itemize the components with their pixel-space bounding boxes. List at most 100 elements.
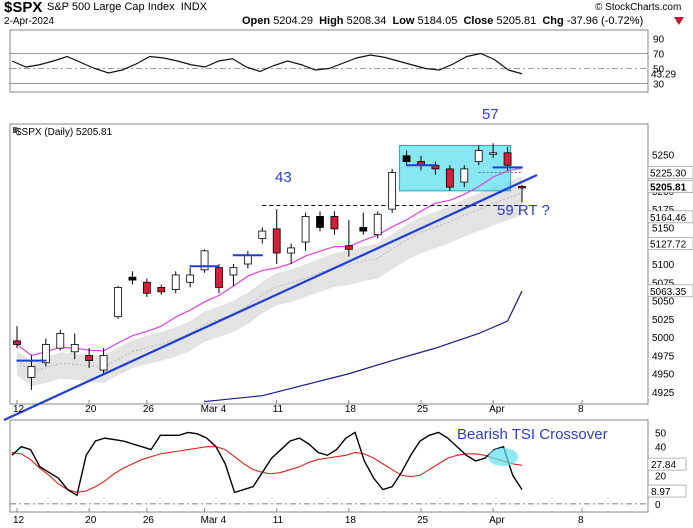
- chg-value: -37.96 (-0.72%): [566, 15, 644, 27]
- candle-body: [474, 150, 483, 162]
- price-right-label-box: [647, 166, 693, 179]
- candle-body: [373, 213, 382, 236]
- osc-panel-frame: [9, 29, 649, 93]
- tsi-x-tick-Mar 4: Mar 4: [201, 515, 227, 526]
- close-value: 5205.81: [496, 15, 537, 27]
- price-x-tick-20: 20: [85, 404, 97, 415]
- price-right-label: 5225.30: [650, 168, 687, 179]
- candle-body: [301, 216, 310, 243]
- candle-body: [344, 245, 353, 250]
- tsi-x-tick-8: 8: [578, 515, 584, 526]
- price-tick-label-4925: 4925: [652, 388, 675, 399]
- annotation-59-rt: 59 RT ?: [497, 202, 550, 219]
- symbol-title: $SPX: [4, 0, 43, 16]
- candle-body: [27, 366, 36, 378]
- close-label: Close: [463, 15, 494, 27]
- candle-body: [128, 276, 137, 281]
- candle-body: [114, 287, 122, 318]
- candle-body: [13, 340, 21, 345]
- price-tick-label-5075: 5075: [652, 278, 675, 289]
- crossover-highlight: [488, 448, 518, 466]
- candle-body: [215, 267, 223, 288]
- price-tick-label-5000: 5000: [652, 333, 675, 344]
- osc-value-label: 43.29: [651, 70, 676, 81]
- candle-body: [359, 227, 368, 232]
- tsi-right-label: 8.97: [651, 487, 671, 498]
- low-label: Low: [392, 15, 415, 27]
- candle-body: [272, 228, 281, 254]
- candle-body: [85, 355, 94, 361]
- open-value: 5204.29: [273, 15, 313, 27]
- candle-body: [157, 287, 166, 293]
- candle-body: [70, 344, 79, 353]
- price-panel-frame: [9, 123, 649, 405]
- price-x-tick-11: 11: [273, 404, 284, 415]
- tsi-x-tick-18: 18: [345, 515, 357, 526]
- candle-body: [503, 152, 512, 166]
- index-name-text: S&P 500 Large Cap Index: [47, 1, 175, 13]
- osc-tick-label-90: 90: [653, 35, 665, 46]
- legend-swatch: [13, 127, 17, 133]
- tsi-tick-label-0: 0: [655, 500, 661, 511]
- price-x-tick-Mar 4: Mar 4: [201, 404, 227, 415]
- candle-body: [287, 247, 296, 254]
- chart-date: 2-Apr-2024: [4, 16, 55, 27]
- candle-body: [142, 281, 151, 294]
- price-tick-label-5100: 5100: [652, 260, 675, 271]
- price-x-tick-12: 12: [13, 404, 25, 415]
- price-right-label-box: [647, 210, 693, 224]
- tsi-x-tick-25: 25: [417, 515, 429, 526]
- site-credit: © StockCharts.com: [595, 2, 682, 13]
- price-tick-label-5050: 5050: [652, 297, 675, 308]
- down-arrow-icon: [674, 17, 684, 25]
- candle-body: [388, 172, 397, 210]
- tsi-x-tick-11: 11: [273, 515, 284, 526]
- price-tick-label-5025: 5025: [652, 315, 675, 326]
- candle-body: [171, 274, 180, 291]
- osc-tick-label-70: 70: [653, 50, 665, 61]
- tsi-right-label-box: [647, 457, 687, 471]
- chg-label: Chg: [542, 15, 564, 27]
- index-name: S&P 500 Large Cap Index INDX: [47, 1, 207, 13]
- price-x-tick-8: 8: [578, 404, 584, 415]
- tsi-signal-line: [11, 446, 523, 493]
- price-right-label: 5205.81: [650, 183, 687, 194]
- price-right-label: 5063.35: [650, 287, 687, 298]
- tsi-x-tick-12: 12: [13, 515, 25, 526]
- price-tick-label-5250: 5250: [652, 150, 675, 161]
- price-tick-label-4950: 4950: [652, 370, 675, 381]
- candle-body: [41, 344, 50, 364]
- candle-body: [258, 230, 267, 239]
- tsi-right-label-box: [647, 484, 687, 498]
- candle-body: [200, 250, 209, 271]
- annotation-57: 57: [482, 106, 499, 123]
- price-right-label: 5127.72: [650, 240, 687, 251]
- slow-moving-average-line: [204, 290, 523, 403]
- open-label: Open: [242, 15, 271, 27]
- exchange-text: INDX: [180, 1, 207, 13]
- candle-body: [518, 186, 526, 189]
- candle-body: [56, 333, 65, 349]
- candle-body: [243, 254, 252, 265]
- price-x-tick-25: 25: [417, 404, 429, 415]
- candle-body: [316, 216, 324, 228]
- high-value: 5208.34: [346, 15, 387, 27]
- tsi-line: [11, 431, 523, 497]
- fast-moving-average-line: [16, 167, 523, 357]
- tsi-x-tick-26: 26: [143, 515, 155, 526]
- price-x-tick-26: 26: [143, 404, 155, 415]
- price-x-tick-18: 18: [345, 404, 357, 415]
- tsi-x-tick-20: 20: [85, 515, 97, 526]
- price-right-label-box: [647, 237, 693, 251]
- candle-body: [445, 168, 454, 188]
- candle-body: [402, 155, 411, 162]
- candle-body: [99, 355, 108, 371]
- tsi-annotation: Bearish TSI Crossover: [457, 426, 608, 443]
- candle-body: [229, 267, 238, 276]
- tsi-tick-label-20: 20: [655, 471, 667, 482]
- tsi-right-label: 27.84: [651, 460, 676, 471]
- price-envelope-band: [17, 176, 522, 387]
- high-label: High: [319, 15, 344, 27]
- rising-trendline: [3, 174, 538, 421]
